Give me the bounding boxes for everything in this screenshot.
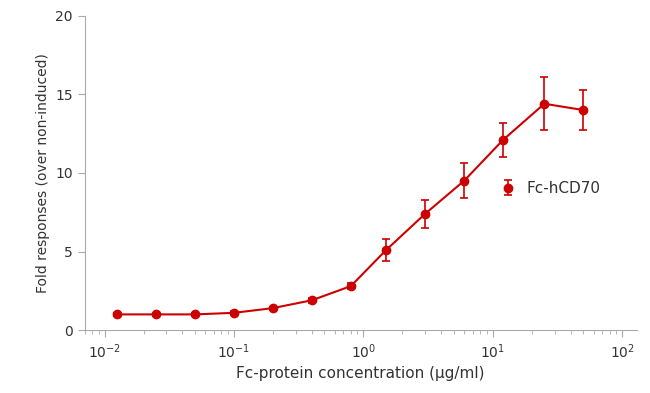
Y-axis label: Fold responses (over non-induced): Fold responses (over non-induced)	[36, 53, 49, 293]
X-axis label: Fc-protein concentration (µg/ml): Fc-protein concentration (µg/ml)	[237, 366, 485, 381]
Legend: Fc-hCD70: Fc-hCD70	[490, 175, 606, 202]
